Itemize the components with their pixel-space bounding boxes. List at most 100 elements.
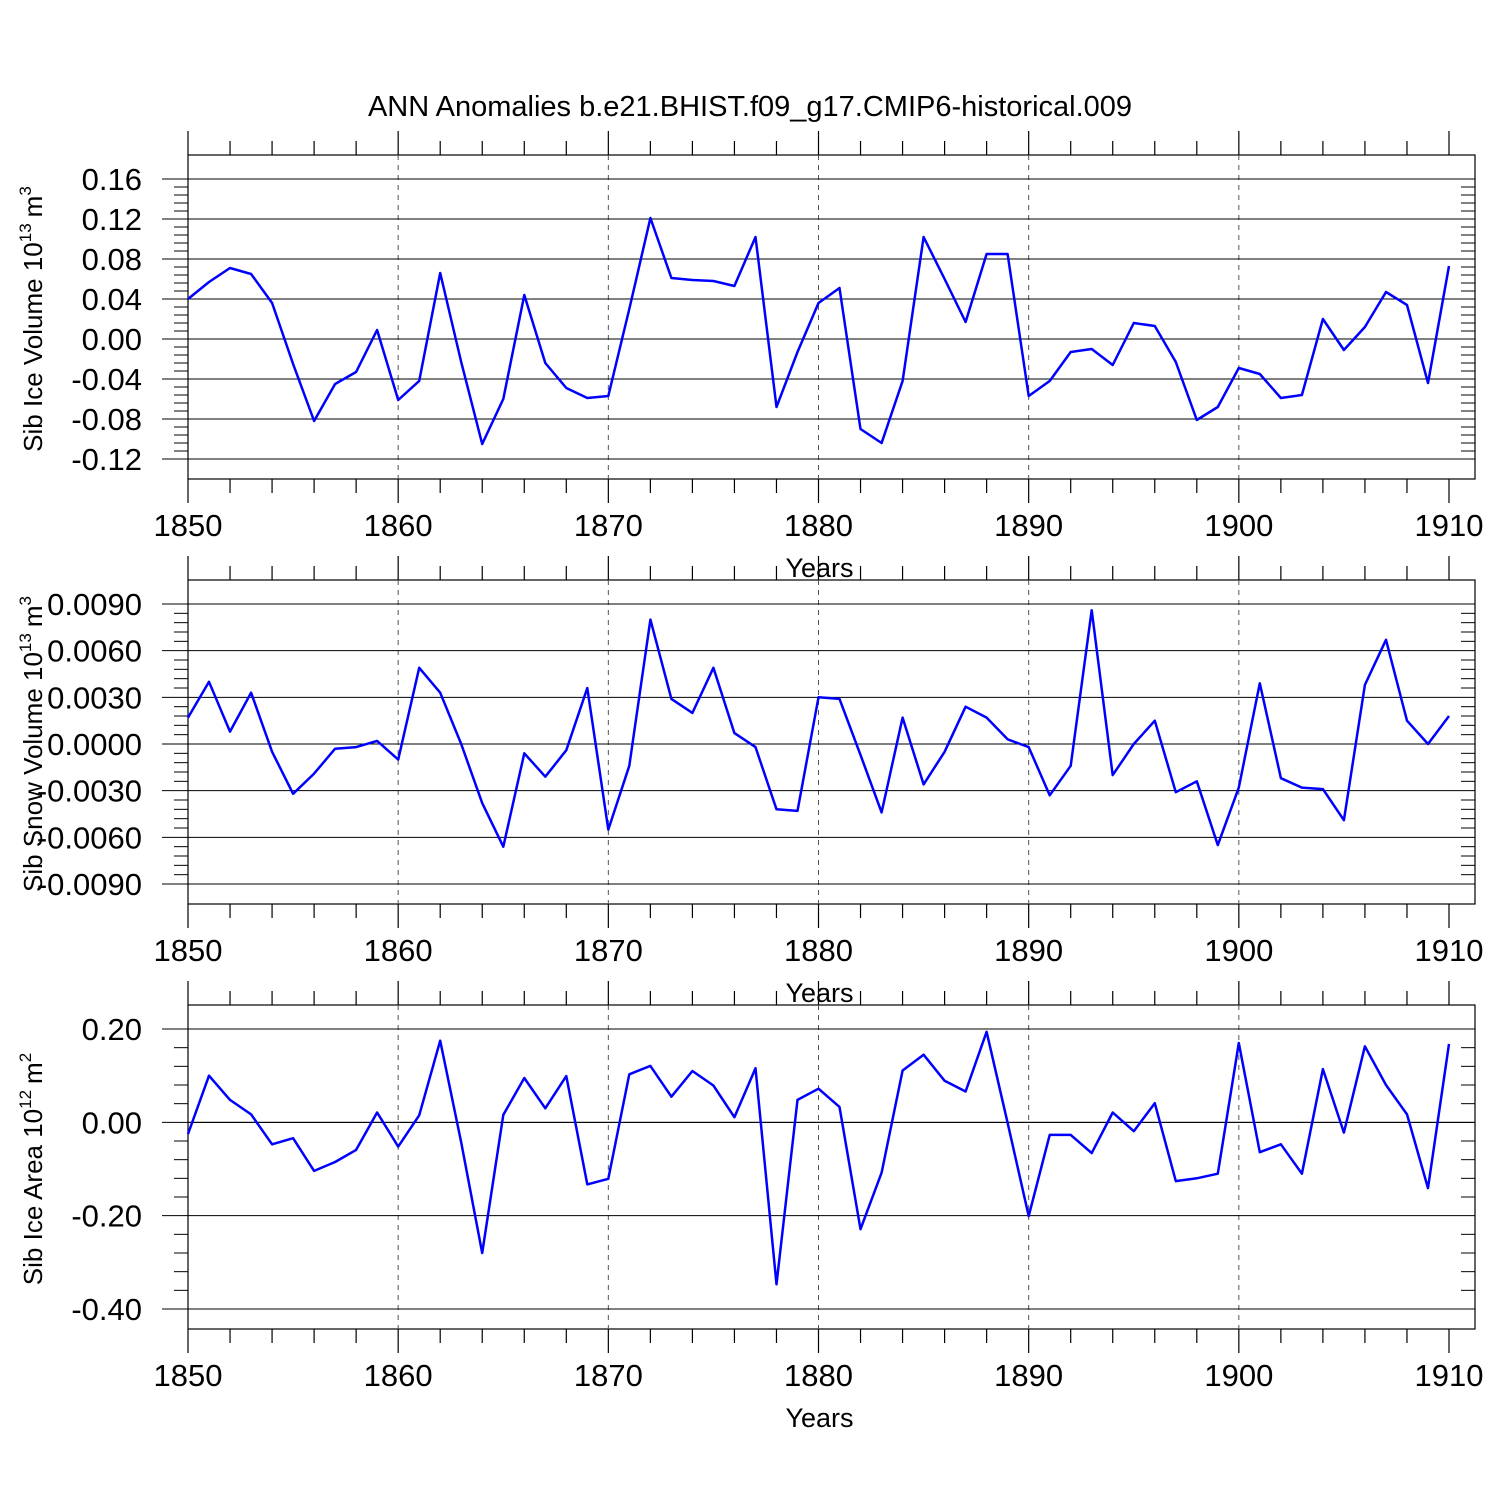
data-point (922, 783, 924, 785)
data-point (1006, 253, 1008, 255)
data-point (481, 1252, 483, 1254)
data-point (1238, 367, 1240, 369)
x-tick-label: 1910 (1415, 1358, 1484, 1393)
data-point (397, 399, 399, 401)
data-point (1280, 777, 1282, 779)
y-axis-label-text: Sib Ice Area 10 (18, 1109, 48, 1285)
data-point (1364, 1045, 1366, 1047)
y-tick-label: -0.04 (71, 362, 142, 397)
data-point (397, 758, 399, 760)
data-point (1133, 1130, 1135, 1132)
y-tick-label: -0.12 (71, 442, 142, 477)
data-point (1343, 349, 1345, 351)
data-point (733, 1116, 735, 1118)
data-point (1259, 1151, 1261, 1153)
data-point (859, 754, 861, 756)
data-point (586, 1183, 588, 1185)
data-point (187, 716, 189, 718)
y-tick-label: 0.0060 (47, 634, 142, 669)
data-point (1048, 380, 1050, 382)
data-point (271, 302, 273, 304)
x-tick-label: 1910 (1415, 933, 1484, 968)
data-point (1343, 819, 1345, 821)
y-tick-label: -0.0090 (37, 867, 142, 902)
data-point (607, 1178, 609, 1180)
series-line (187, 216, 1451, 446)
data-point (1301, 394, 1303, 396)
data-point (1196, 780, 1198, 782)
data-point (1427, 1187, 1429, 1189)
data-point (565, 749, 567, 751)
data-point (1301, 1172, 1303, 1174)
data-point (229, 1099, 231, 1101)
data-point (376, 329, 378, 331)
x-tick-label: 1880 (784, 508, 853, 543)
data-point (838, 287, 840, 289)
data-point (1280, 1143, 1282, 1145)
y-axis-label-exponent: 12 (16, 1090, 35, 1109)
y-axis-label-unit: m (18, 605, 48, 627)
data-point (376, 1111, 378, 1113)
data-point (313, 1170, 315, 1172)
data-point (817, 696, 819, 698)
data-point (250, 1113, 252, 1115)
data-point (355, 746, 357, 748)
data-point (1112, 364, 1114, 366)
data-point (1322, 1068, 1324, 1070)
data-point (1091, 609, 1093, 611)
data-point (544, 362, 546, 364)
data-point (670, 1095, 672, 1097)
data-point (271, 1143, 273, 1145)
data-point (1217, 1172, 1219, 1174)
data-point (1238, 786, 1240, 788)
data-point (1112, 1111, 1114, 1113)
y-tick-label: 0.08 (82, 242, 142, 277)
data-point (1175, 791, 1177, 793)
y-tick-label: 0.0000 (47, 727, 142, 762)
data-point (1406, 1113, 1408, 1115)
data-point (460, 1141, 462, 1143)
data-point (985, 1031, 987, 1033)
x-tick-label: 1890 (994, 508, 1063, 543)
data-point (1196, 1177, 1198, 1179)
x-axis-label: Years (785, 978, 853, 1008)
x-tick-label: 1890 (994, 1358, 1063, 1393)
data-point (1133, 743, 1135, 745)
data-point (1259, 373, 1261, 375)
y-tick-label: 0.0090 (47, 587, 142, 622)
data-point (481, 443, 483, 445)
y-tick-label: 0.16 (82, 162, 142, 197)
data-point (607, 828, 609, 830)
x-tick-label: 1890 (994, 933, 1063, 968)
data-point (1006, 738, 1008, 740)
y-axis-label-unit-exponent: 3 (16, 596, 35, 605)
data-point (796, 351, 798, 353)
data-point (1048, 794, 1050, 796)
x-tick-label: 1850 (154, 508, 223, 543)
data-point (712, 667, 714, 669)
data-point (544, 1107, 546, 1109)
data-point (460, 743, 462, 745)
y-tick-label: -0.0030 (37, 774, 142, 809)
x-tick-label: 1860 (364, 933, 433, 968)
x-tick-label: 1850 (154, 933, 223, 968)
data-point (964, 321, 966, 323)
data-point (838, 698, 840, 700)
data-point (775, 406, 777, 408)
data-point (628, 765, 630, 767)
data-point (754, 236, 756, 238)
data-point (691, 1070, 693, 1072)
data-point (1238, 1042, 1240, 1044)
data-point (817, 302, 819, 304)
data-point (397, 1145, 399, 1147)
data-point (1006, 1122, 1008, 1124)
data-point (439, 272, 441, 274)
data-point (544, 775, 546, 777)
data-point (964, 1090, 966, 1092)
data-point (271, 751, 273, 753)
data-point (1259, 682, 1261, 684)
data-point (1217, 406, 1219, 408)
data-point (187, 298, 189, 300)
y-axis-label-text: Sib Ice Volume 10 (18, 242, 48, 452)
x-tick-label: 1910 (1415, 508, 1484, 543)
